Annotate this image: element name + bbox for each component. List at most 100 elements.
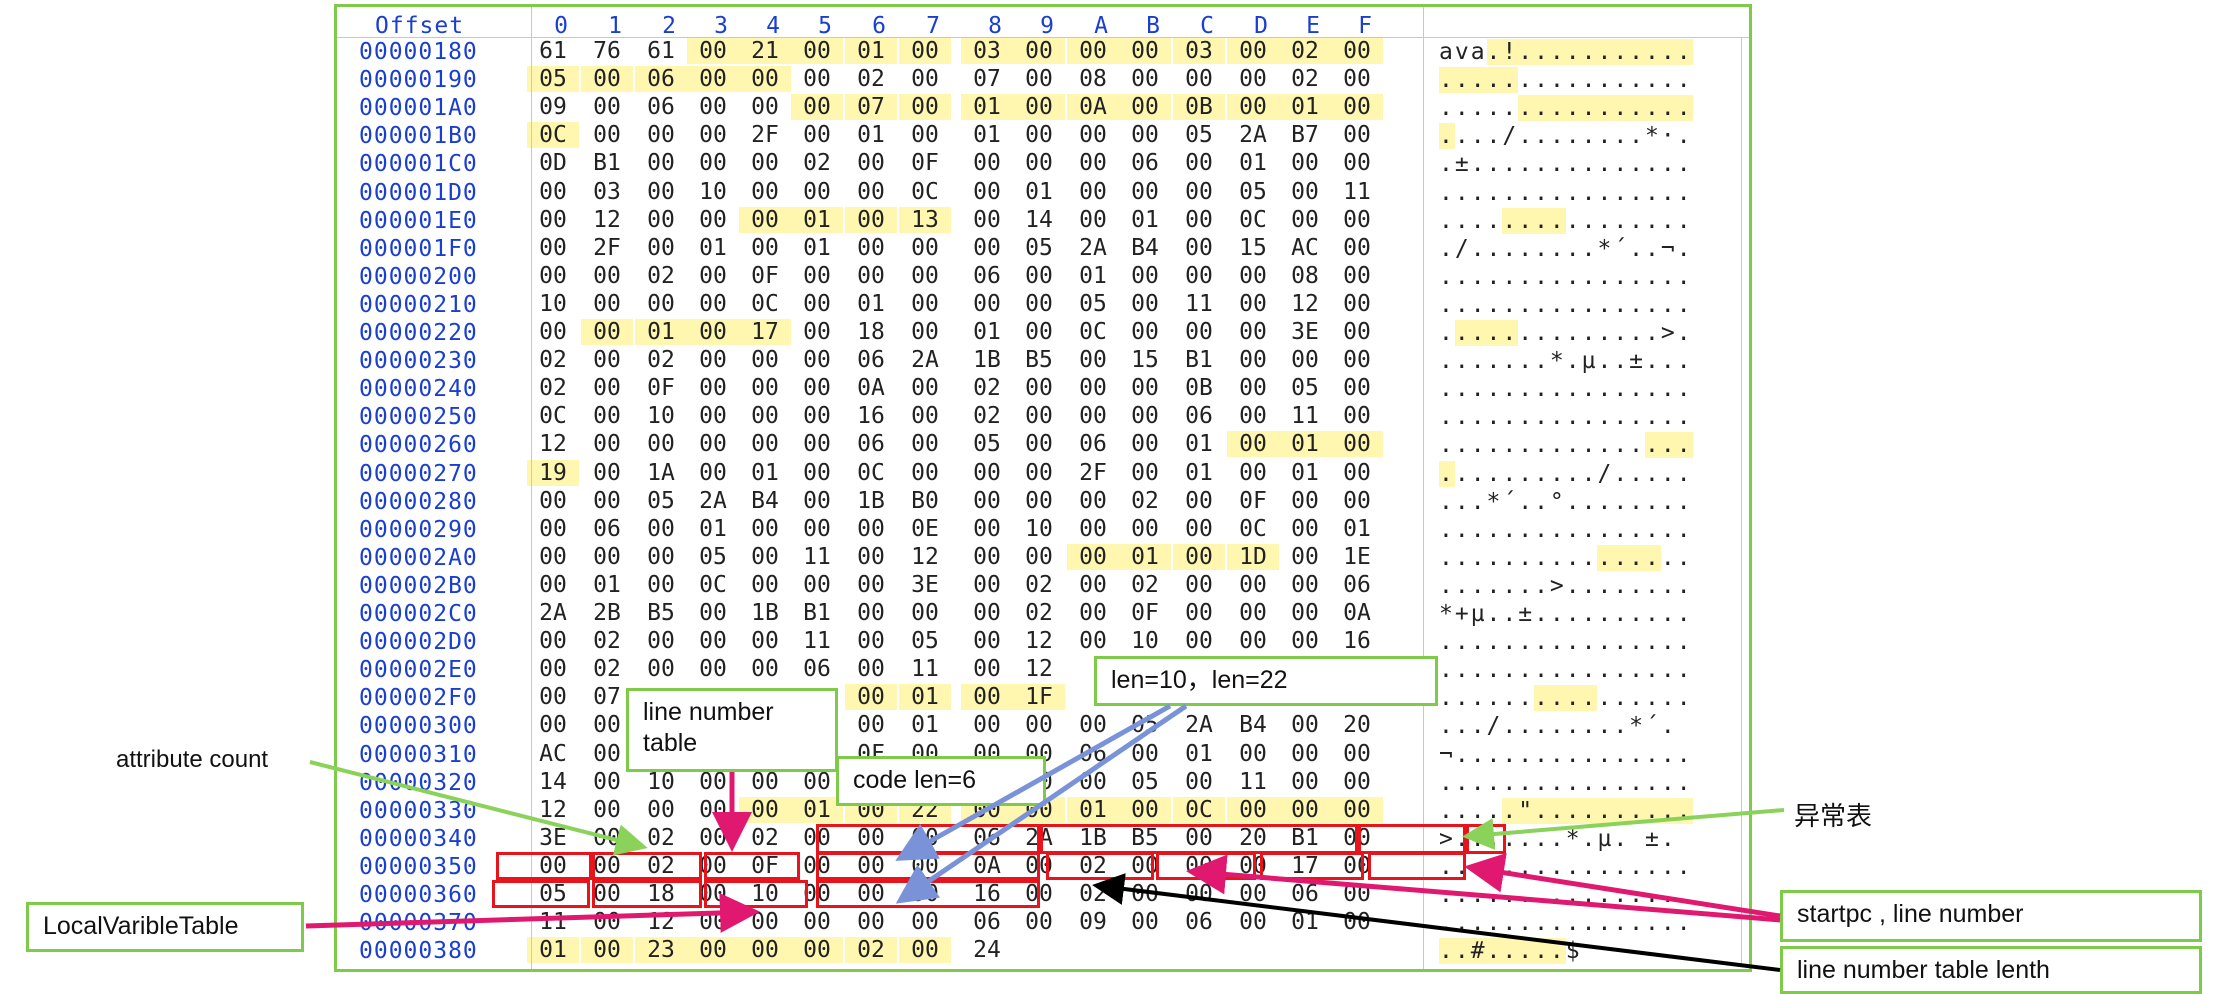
hex-byte: 00 [791, 94, 843, 121]
hex-byte: 06 [857, 431, 885, 458]
row-offset: 00000350 [359, 853, 478, 880]
hex-byte: 00 [1131, 319, 1159, 345]
hex-byte: 00 [751, 94, 779, 121]
column-header-b: B [1146, 13, 1160, 39]
hex-byte: 76 [593, 38, 621, 64]
hex-byte: 00 [1343, 122, 1371, 149]
hex-byte: 00 [857, 262, 885, 289]
hex-byte: 00 [803, 909, 831, 936]
hex-byte: 00 [1131, 909, 1159, 936]
hex-byte: 00 [1119, 38, 1171, 64]
hex-byte: 12 [911, 543, 939, 570]
hex-byte: 00 [1343, 487, 1371, 514]
hex-byte: 00 [911, 122, 939, 149]
hex-byte: 00 [1025, 712, 1053, 739]
hex-byte: 00 [1185, 628, 1213, 655]
red-highlight-box [816, 824, 1040, 854]
hex-byte: 00 [1185, 768, 1213, 795]
hex-byte: 00 [1025, 66, 1053, 93]
ascii-text: ava.!........... [1439, 39, 1693, 65]
hex-byte: 11 [1239, 768, 1267, 795]
hex-byte: 00 [1067, 38, 1119, 64]
hex-byte: 00 [647, 796, 675, 823]
hex-byte: 01 [1185, 431, 1213, 458]
row-offset: 00000290 [359, 516, 478, 543]
hex-byte: 09 [539, 94, 567, 121]
hex-byte: 0C [1239, 206, 1267, 233]
hex-byte: 00 [751, 543, 779, 570]
hex-byte: 00 [1331, 94, 1383, 121]
hex-byte: 00 [539, 178, 567, 205]
row-offset: 00000370 [359, 910, 478, 937]
hex-byte: 02 [1079, 881, 1107, 907]
hex-byte: 02 [1131, 487, 1159, 514]
hex-byte: 00 [1343, 290, 1371, 317]
hex-byte: 2F [593, 234, 621, 261]
hex-byte: 00 [593, 852, 621, 879]
hex-byte: 06 [1343, 571, 1371, 598]
ascii-text: ................ [1439, 376, 1693, 403]
hex-byte: 16 [1343, 628, 1371, 655]
hex-byte: 00 [911, 262, 939, 289]
hex-byte: 1B [751, 600, 779, 626]
hex-byte: B1 [1185, 347, 1213, 374]
hex-byte: 00 [911, 290, 939, 317]
hex-byte: 1F [1013, 684, 1065, 711]
hex-byte: 01 [961, 94, 1013, 121]
hex-byte: 00 [539, 684, 567, 711]
hex-byte: 00 [593, 459, 621, 486]
hex-byte: 00 [1343, 66, 1371, 93]
hex-byte: 2A [1079, 234, 1107, 261]
hex-byte: 02 [647, 347, 675, 374]
ascii-text: ................ [1439, 910, 1693, 937]
hex-byte: 00 [1343, 150, 1371, 177]
hex-byte: 00 [1291, 487, 1319, 514]
ascii-text: ...*´..°........ [1439, 488, 1693, 515]
hex-byte: 00 [1131, 178, 1159, 205]
hex-byte: 00 [539, 487, 567, 514]
hex-byte: 0F [911, 150, 939, 177]
row-offset: 00000200 [359, 263, 478, 290]
hex-byte: 06 [1079, 740, 1107, 767]
hex-byte: 00 [751, 909, 779, 936]
hex-byte: 2B [593, 600, 621, 626]
hex-byte: 00 [751, 571, 779, 598]
hex-byte: 00 [1079, 628, 1107, 655]
hex-byte: 20 [1239, 824, 1267, 851]
ascii-text: ................ [1439, 95, 1693, 122]
hex-byte: 0F [647, 375, 675, 402]
hex-byte: B0 [911, 487, 939, 514]
hex-byte: 00 [973, 515, 1001, 542]
hex-byte: 00 [1343, 206, 1371, 233]
ascii-text: ................ [1439, 657, 1693, 684]
hex-byte: 00 [1025, 487, 1053, 514]
hex-byte: 06 [635, 66, 687, 93]
hex-byte: 00 [1331, 796, 1383, 823]
hex-byte: 0F [751, 262, 779, 289]
hex-byte: 15 [1239, 234, 1267, 261]
hex-byte: 12 [1025, 656, 1053, 683]
hex-byte: 00 [1343, 234, 1371, 261]
hex-byte: 00 [1291, 206, 1319, 233]
hex-byte: 00 [1239, 571, 1267, 598]
hex-byte: 0C [911, 178, 939, 205]
hex-byte: 00 [911, 600, 939, 626]
hex-byte: 00 [791, 38, 843, 64]
hex-byte: 00 [739, 937, 791, 964]
hex-byte: 06 [973, 262, 1001, 289]
hex-byte: 00 [539, 656, 567, 683]
hex-byte: 00 [539, 571, 567, 598]
hex-byte: 00 [739, 796, 791, 823]
red-highlight-box [1466, 824, 1506, 854]
line-number-table-length-label: line number table lenth [1780, 946, 2202, 994]
hex-byte: 00 [1185, 150, 1213, 177]
hex-byte: 2A [911, 347, 939, 374]
hex-byte: 01 [1185, 459, 1213, 486]
ascii-text: ................ [1439, 179, 1693, 206]
column-header-8: 8 [988, 13, 1002, 39]
len-label: len=10，len=22 [1094, 656, 1438, 706]
hex-byte: 00 [803, 122, 831, 149]
hex-byte: 00 [857, 656, 885, 683]
hex-byte: 00 [1079, 150, 1107, 177]
hex-byte: 10 [1025, 515, 1053, 542]
